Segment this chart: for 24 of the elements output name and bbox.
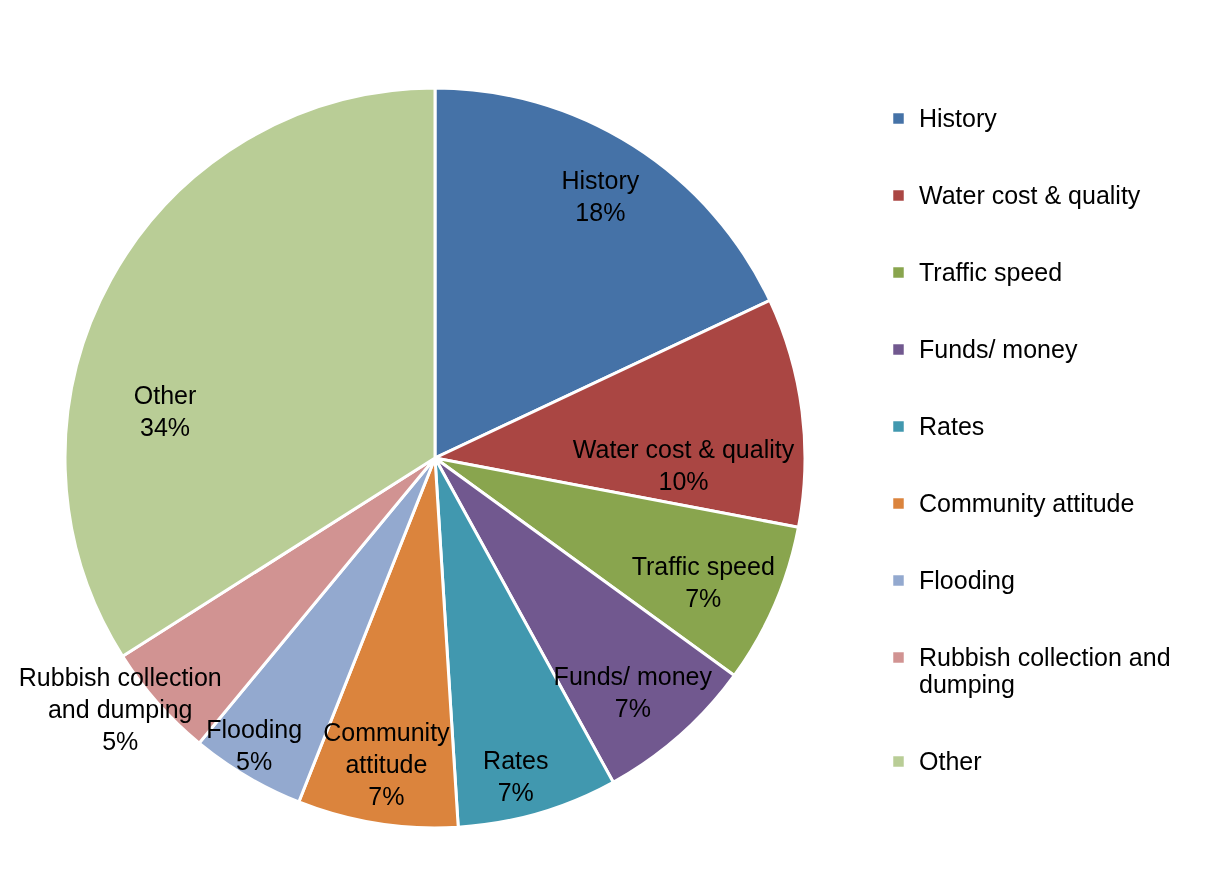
data-label: 5% — [236, 747, 273, 776]
data-label: 7% — [685, 584, 722, 613]
data-label: 5% — [102, 727, 139, 756]
legend-label: Water cost & quality — [919, 180, 1141, 209]
slice-label: Rates — [483, 746, 549, 775]
data-label: 18% — [575, 198, 626, 227]
slice-label: Traffic speed — [631, 552, 775, 581]
legend-label: Funds/ money — [919, 334, 1078, 363]
slice-label: Other — [133, 381, 197, 410]
slice-label: Funds/ money — [553, 661, 713, 690]
data-label: 10% — [658, 466, 709, 495]
data-label: 7% — [614, 693, 651, 722]
legend-label: Flooding — [919, 565, 1015, 594]
data-label: 34% — [140, 413, 191, 442]
legend-label: Community attitude — [919, 488, 1135, 517]
slice-label: History — [561, 166, 640, 195]
data-label: 7% — [497, 778, 534, 807]
legend-label: History — [919, 103, 998, 132]
legend-label: Other — [919, 746, 982, 775]
legend-label: Traffic speed — [919, 257, 1063, 286]
slice-label: Water cost & quality — [572, 434, 795, 463]
data-label: 7% — [368, 781, 405, 810]
legend-label: Rates — [919, 411, 985, 440]
legend-label: Rubbish collection and dumping — [919, 642, 1171, 698]
